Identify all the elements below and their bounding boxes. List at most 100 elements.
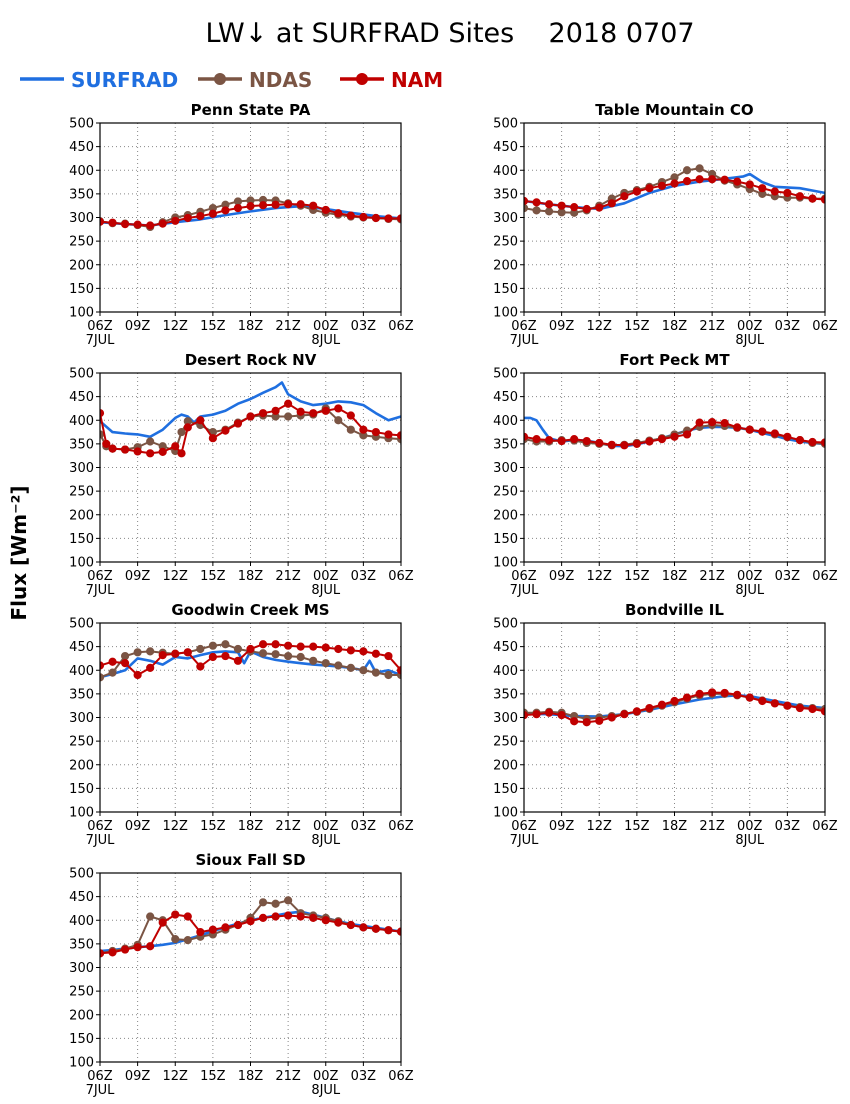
data-point-nam (384, 926, 393, 935)
data-point-nam (570, 203, 579, 212)
y-tick-label: 400 (493, 164, 518, 179)
data-point-nam (321, 643, 330, 652)
series-group (524, 164, 825, 217)
panel-title: Table Mountain CO (595, 101, 753, 119)
data-point-nam (783, 188, 792, 198)
series-nam (100, 399, 401, 458)
data-point-nam (108, 218, 117, 227)
y-tick-label: 100 (493, 306, 518, 321)
y-tick-label: 100 (69, 806, 94, 821)
y-tick-label: 400 (69, 414, 94, 429)
y-tick-label: 250 (493, 735, 518, 750)
data-point-nam (271, 200, 280, 209)
date-label: 7JUL (510, 583, 540, 598)
y-tick-label: 500 (69, 867, 94, 882)
data-point-nam (171, 910, 180, 919)
data-point-nam (359, 212, 368, 222)
x-tick-label: 09Z (125, 569, 151, 584)
data-point-nam (758, 427, 767, 436)
series-group (100, 640, 401, 682)
data-point-nam (720, 418, 729, 428)
data-point-ndas (284, 651, 293, 661)
x-tick-label: 03Z (775, 319, 801, 334)
data-point-nam (557, 711, 566, 720)
data-point-nam (720, 688, 729, 698)
series-nam (524, 175, 825, 214)
legend-label-ndas: NDAS (249, 68, 312, 92)
x-tick-label: 09Z (125, 319, 151, 334)
data-point-nam (582, 436, 591, 446)
y-tick-label: 150 (69, 1032, 94, 1047)
data-point-ndas (284, 412, 293, 421)
data-point-nam (758, 184, 767, 193)
x-tick-label: 00Z (313, 569, 339, 584)
data-point-nam (670, 696, 679, 706)
data-point-nam (258, 913, 268, 922)
data-point-nam (645, 184, 654, 193)
data-point-ndas (258, 898, 268, 907)
x-tick-label: 06Z (87, 1069, 113, 1084)
data-point-ndas (233, 644, 243, 654)
y-tick-label: 400 (69, 914, 94, 929)
y-tick-label: 400 (69, 664, 94, 679)
x-tick-label: 21Z (699, 569, 725, 584)
data-point-nam (271, 912, 280, 921)
data-point-ndas (271, 650, 280, 659)
y-tick-label: 300 (69, 211, 94, 226)
series-nam (100, 910, 401, 958)
data-point-nam (246, 202, 255, 211)
date-label: 8JUL (735, 333, 765, 348)
x-tick-label: 00Z (737, 319, 763, 334)
data-point-nam (284, 399, 293, 408)
data-point-nam (758, 696, 767, 706)
legend: SURFRAD NDAS NAM (20, 68, 443, 92)
x-tick-label: 15Z (200, 569, 226, 584)
data-point-nam (346, 411, 355, 420)
x-tick-label: 15Z (200, 819, 226, 834)
data-point-nam (384, 430, 393, 439)
data-point-nam (334, 644, 343, 654)
series-nam (100, 200, 401, 230)
date-label: 7JUL (86, 833, 116, 848)
data-point-ndas (146, 437, 155, 446)
x-tick-label: 00Z (313, 319, 339, 334)
y-tick-label: 350 (69, 187, 94, 202)
x-tick-label: 06Z (812, 319, 838, 334)
panel-title: Desert Rock NV (185, 351, 317, 369)
panel-title: Sioux Fall SD (195, 851, 305, 869)
x-tick-label: 03Z (351, 819, 377, 834)
data-point-ndas (334, 416, 343, 425)
panel-title: Goodwin Creek MS (171, 601, 329, 619)
y-tick-label: 450 (69, 140, 94, 155)
data-point-nam (208, 209, 217, 218)
data-point-nam (371, 924, 381, 933)
x-tick-label: 06Z (87, 569, 113, 584)
y-tick-label: 300 (493, 461, 518, 476)
panel-fort-peck-mt: Fort Peck MT 100 150 200 250 300 350 400 450 500 0… (493, 351, 838, 598)
x-tick-label: 12Z (163, 1069, 189, 1084)
data-point-nam (820, 438, 825, 447)
data-point-nam (271, 640, 280, 649)
y-tick-label: 350 (493, 437, 518, 452)
x-tick-label: 18Z (662, 569, 688, 584)
plot-frame (99, 622, 402, 813)
data-point-nam (271, 406, 280, 415)
data-point-nam (670, 432, 679, 441)
x-tick-label: 21Z (699, 819, 725, 834)
data-point-nam (733, 690, 742, 699)
data-point-nam (657, 435, 667, 444)
data-point-nam (221, 206, 230, 215)
data-point-nam (708, 688, 717, 697)
data-point-nam (557, 436, 566, 446)
y-tick-label: 350 (493, 187, 518, 202)
data-point-nam (258, 640, 268, 649)
y-tick-label: 100 (493, 556, 518, 571)
panel-title: Bondville IL (625, 601, 724, 619)
panel-penn-state-pa: Penn State PA 100 150 200 250 300 350 400 450 500… (69, 101, 414, 348)
data-point-ndas (371, 668, 381, 677)
y-tick-label: 100 (69, 306, 94, 321)
x-tick-label: 03Z (351, 1069, 377, 1084)
legend-item-ndas: NDAS (198, 68, 312, 92)
data-point-nam (783, 701, 792, 710)
date-label: 8JUL (735, 583, 765, 598)
